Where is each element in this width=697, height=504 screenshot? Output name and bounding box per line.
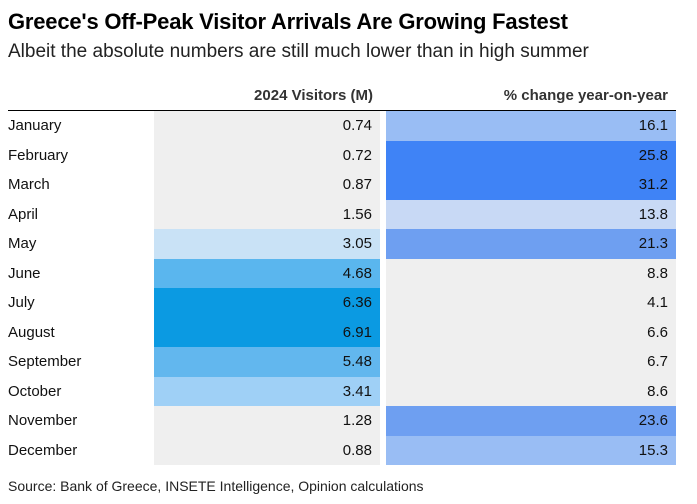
visitors-cell: 0.74 xyxy=(154,111,380,141)
table-row: May 3.05 21.3 xyxy=(8,229,676,259)
change-cell: 6.7 xyxy=(386,347,676,377)
visitors-cell: 3.41 xyxy=(154,376,380,406)
change-cell: 6.6 xyxy=(386,317,676,347)
header-divider xyxy=(8,110,676,111)
month-cell: June xyxy=(8,264,41,282)
table-row: January 0.74 16.1 xyxy=(8,111,676,141)
month-cell: March xyxy=(8,176,50,193)
data-table: January 0.74 16.1 February 0.72 25.8 March 0.87… xyxy=(8,111,676,465)
visitors-cell: 3.05 xyxy=(154,229,380,259)
column-header-visitors: 2024 Visitors (M) xyxy=(254,87,373,104)
table-row: July 6.36 4.1 xyxy=(8,288,676,318)
change-cell: 8.6 xyxy=(386,376,676,406)
change-cell: 13.8 xyxy=(386,199,676,229)
visitors-cell: 1.56 xyxy=(154,199,380,229)
source-note: Source: Bank of Greece, INSETE Intellige… xyxy=(8,478,424,494)
table-row: April 1.56 13.8 xyxy=(8,199,676,229)
table-row: December 0.88 15.3 xyxy=(8,435,676,465)
visitors-cell: 0.88 xyxy=(154,435,380,465)
change-cell: 31.2 xyxy=(386,170,676,200)
change-cell: 15.3 xyxy=(386,435,676,465)
visitors-cell: 4.68 xyxy=(154,258,380,288)
change-cell: 16.1 xyxy=(386,111,676,141)
month-cell: February xyxy=(8,146,69,164)
month-cell: December xyxy=(8,441,78,459)
change-cell: 25.8 xyxy=(386,140,676,170)
table-row: October 3.41 8.6 xyxy=(8,376,676,406)
table-row: June 4.68 8.8 xyxy=(8,258,676,288)
change-cell: 21.3 xyxy=(386,229,676,259)
visitors-cell: 1.28 xyxy=(154,406,380,436)
visitors-cell: 6.91 xyxy=(154,317,380,347)
visitors-cell: 0.72 xyxy=(154,140,380,170)
month-cell: October xyxy=(8,382,62,400)
month-cell: May xyxy=(8,235,37,252)
month-cell: September xyxy=(8,353,82,370)
change-cell: 4.1 xyxy=(386,288,676,318)
table-row: November 1.28 23.6 xyxy=(8,406,676,436)
month-cell: January xyxy=(8,117,62,134)
month-cell: April xyxy=(8,205,39,223)
chart-title: Greece's Off-Peak Visitor Arrivals Are G… xyxy=(8,9,568,34)
visitors-cell: 6.36 xyxy=(154,288,380,318)
change-cell: 23.6 xyxy=(386,406,676,436)
change-cell: 8.8 xyxy=(386,258,676,288)
table-row: September 5.48 6.7 xyxy=(8,347,676,377)
table-row: February 0.72 25.8 xyxy=(8,140,676,170)
visitors-cell: 5.48 xyxy=(154,347,380,377)
column-header-change: % change year-on-year xyxy=(503,87,668,104)
table-row: August 6.91 6.6 xyxy=(8,317,676,347)
month-cell: July xyxy=(8,294,35,311)
table-row: March 0.87 31.2 xyxy=(8,170,676,200)
month-cell: November xyxy=(8,412,78,429)
month-cell: August xyxy=(8,323,55,341)
visitors-cell: 0.87 xyxy=(154,170,380,200)
chart-subtitle: Albeit the absolute numbers are still mu… xyxy=(8,41,589,62)
